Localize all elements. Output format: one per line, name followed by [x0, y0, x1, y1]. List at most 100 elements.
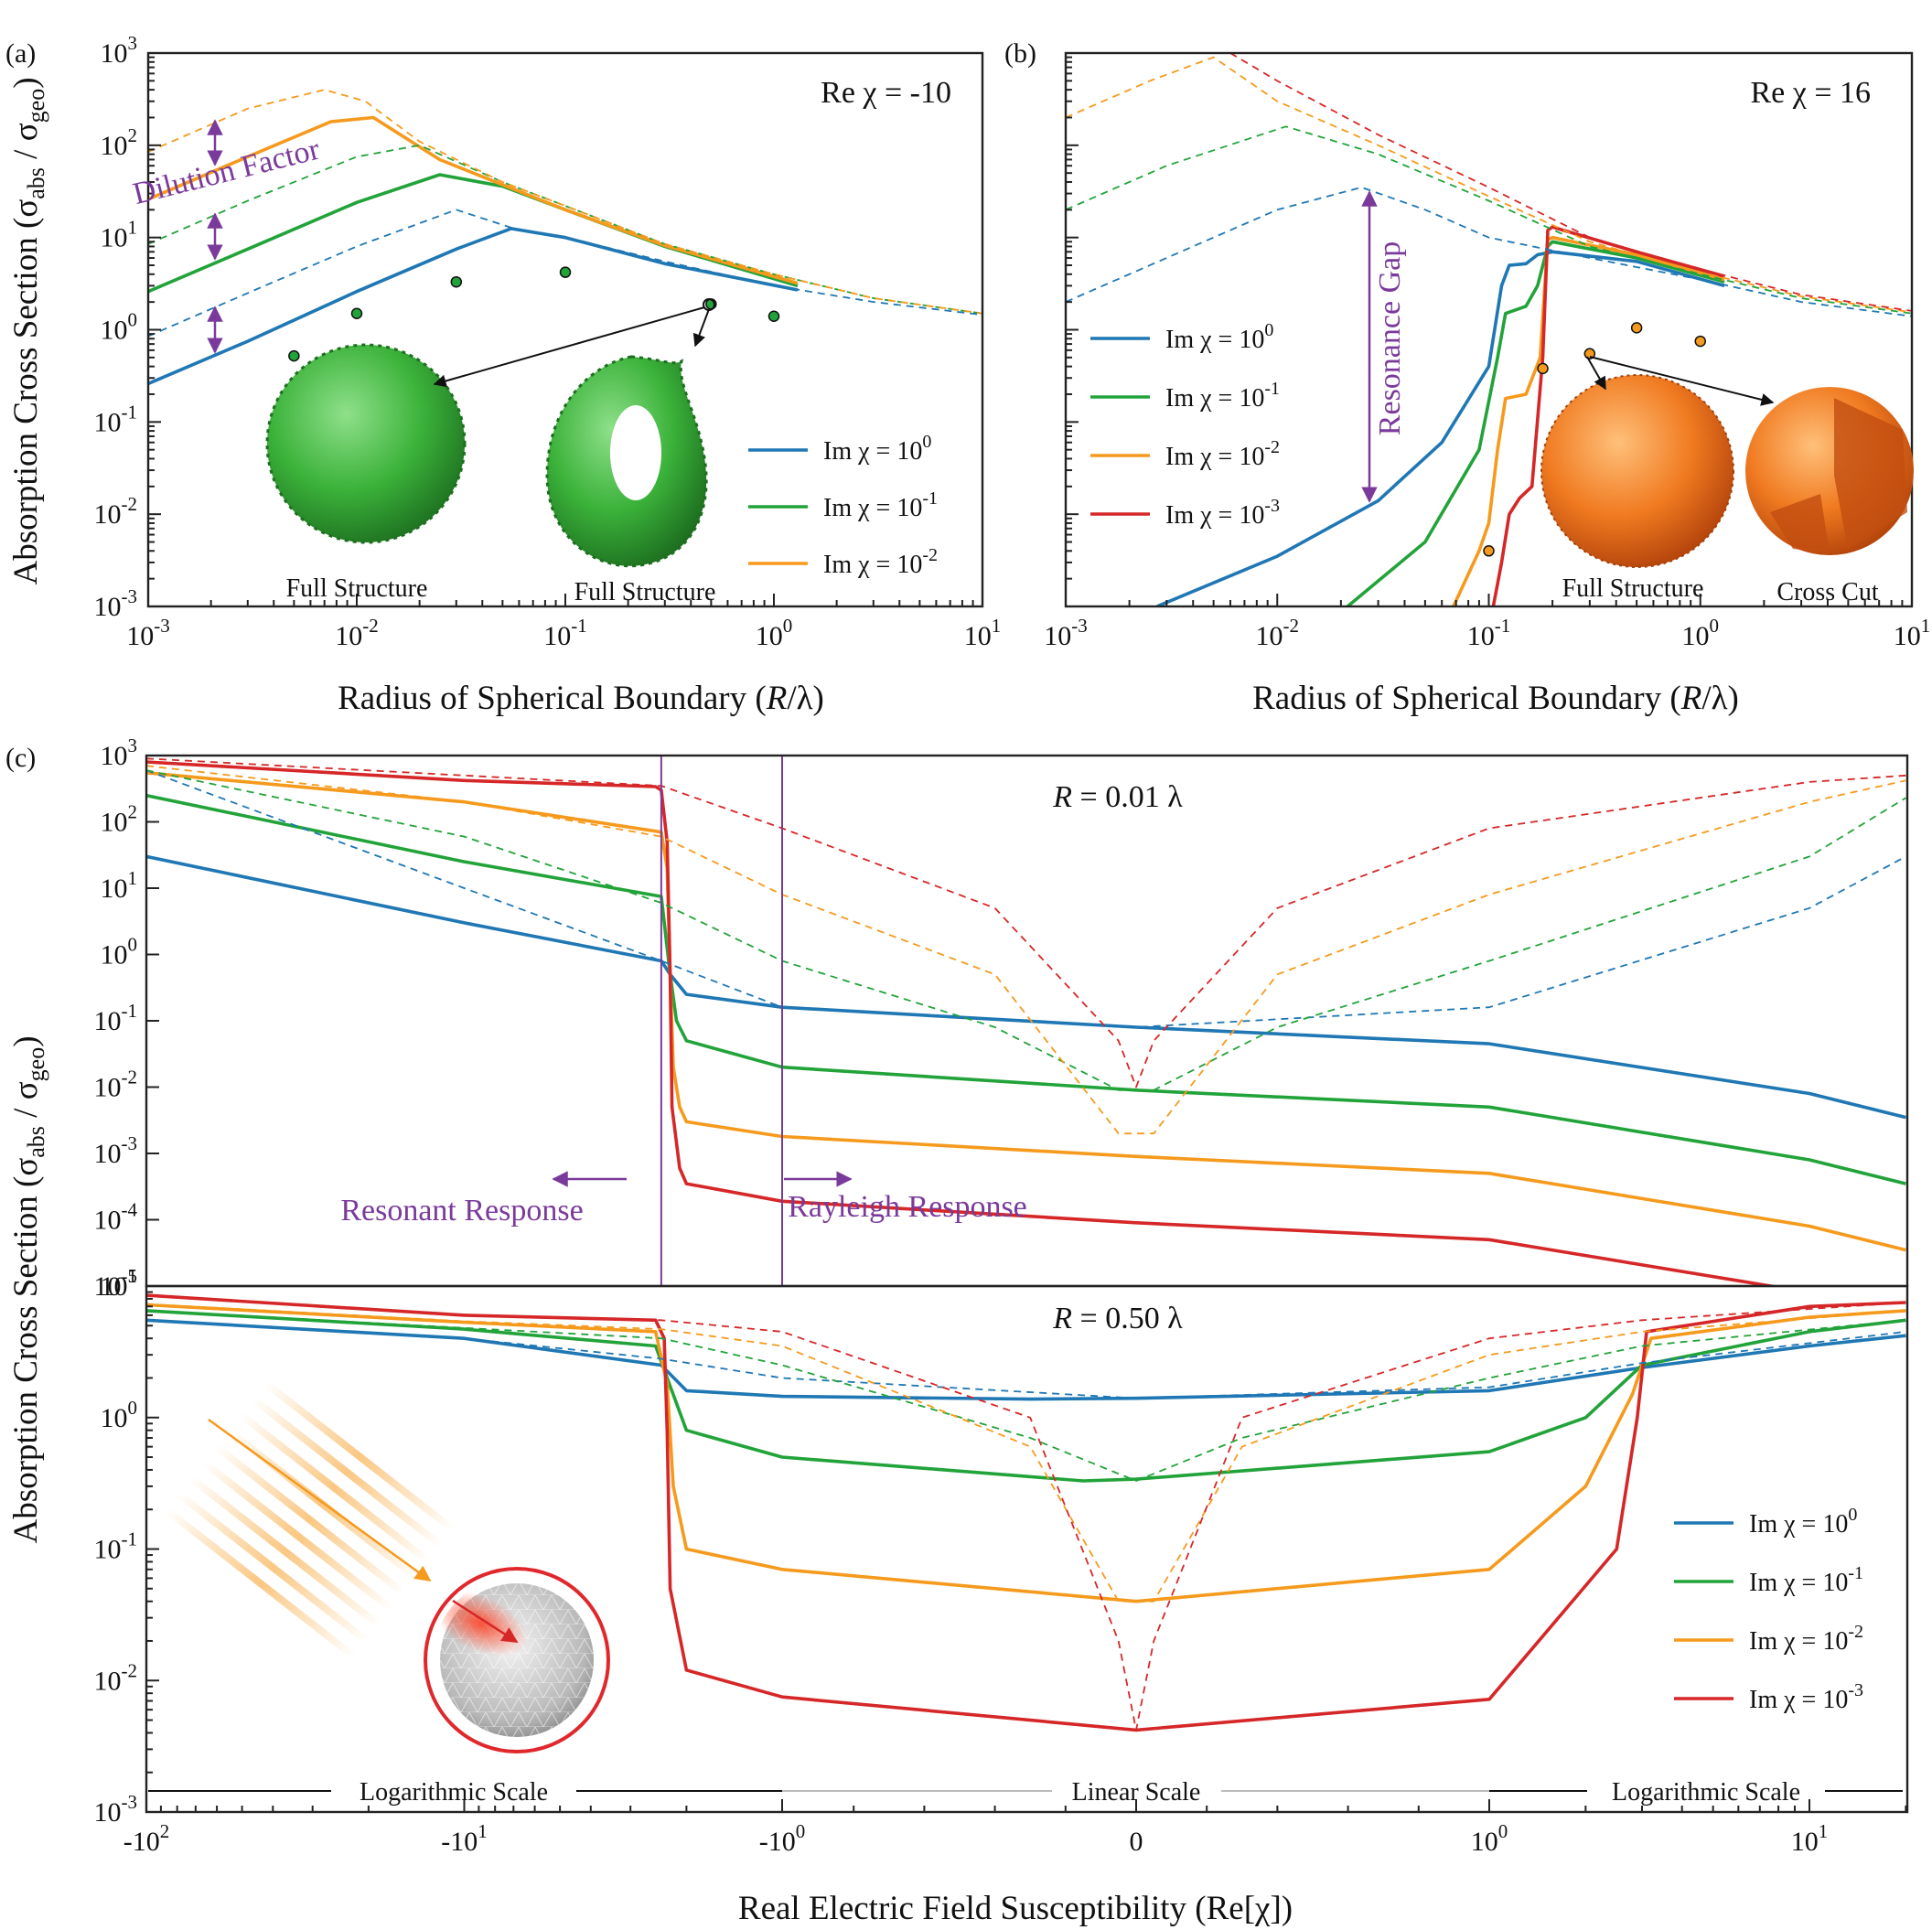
panel-c-bottom-ytick-0: 101: [101, 1265, 138, 1302]
scale-label-linear: Linear Scale: [1072, 1778, 1201, 1807]
scale-label-log-left: Logarithmic Scale: [360, 1778, 548, 1807]
panel-c-top-im-10-2-bound-dashed: [146, 765, 1906, 1135]
panel-a-structure-point-0: [288, 349, 300, 362]
structure-arrows-b: [1586, 356, 1775, 406]
panel-a: 103 102 101 100 10-1 10-2 10-310-3 10-2 10-1 100 1…: [94, 32, 1002, 651]
structure-arrows-a: [433, 298, 715, 388]
panel-a-structure-point-5: [767, 310, 780, 323]
dilution-factor-label: Dilution Factor: [130, 132, 324, 211]
panel-c-top-im-10-1-bound-dashed: [146, 769, 1906, 1091]
panel-c-legend-label-0: Im χ = 100: [1749, 1505, 1857, 1539]
panel-a-xtick-0: 10-3: [126, 615, 170, 651]
structure-label-a1: Full Structure: [286, 574, 428, 603]
panel-b-xtick-1: 10-2: [1256, 615, 1300, 651]
panel-a-im-10-2-bound-dashed: [148, 89, 982, 315]
panel-b-xtick-0: 10-3: [1044, 615, 1088, 651]
panel-a-ytick-1: 102: [101, 124, 138, 161]
panel-c-bottom-im-10-2-bound-dashed: [146, 1303, 1906, 1603]
orange-structure-crosscut: [1745, 387, 1914, 555]
panel-b-legend-label-1: Im χ = 10-1: [1165, 379, 1280, 413]
panel-b-xtick-4: 101: [1894, 615, 1931, 651]
panel-c-top-ytick-7: 10-4: [94, 1199, 138, 1236]
panel-c-top-ytick-3: 100: [101, 934, 138, 970]
panel-a-legend-label-2: Im χ = 10-2: [823, 545, 938, 579]
panel-c-legend-label-2: Im χ = 10-2: [1749, 1622, 1863, 1656]
panel-a-structure-point-3: [559, 266, 572, 278]
panel-c-top-ytick-8: 10-5: [94, 1265, 138, 1302]
meshed-sphere-illustration: [424, 1567, 610, 1753]
panel-a-structure-point-2: [450, 275, 463, 288]
panel-c-top-im-10-3-line: [146, 760, 1781, 1286]
x-axis-label-a: Radius of Spherical Boundary (R/λ): [338, 680, 824, 717]
panel-c-top-im-10-0-line: [146, 854, 1906, 1120]
panel-a-ytick-2: 101: [101, 217, 138, 253]
panel-c-bottom-ytick-2: 10-1: [94, 1528, 138, 1565]
panel-c-top-im-10-3-bound-dashed: [146, 757, 1906, 1088]
panel-a-ytick-4: 10-1: [94, 401, 138, 437]
structure-label-a2: Full Structure: [574, 578, 716, 606]
panel-tag-c: (c): [5, 743, 36, 773]
panel-c-xtick-3: 0: [1130, 1827, 1143, 1857]
panel-b-legend-label-2: Im χ = 10-2: [1165, 437, 1280, 471]
panel-a-im-10-2-line: [148, 115, 799, 285]
panel-b-im-10-0-line: [1156, 250, 1725, 606]
panel-b-im-10-0-bound-dashed: [1066, 186, 1912, 317]
structure-label-b1: Full Structure: [1562, 574, 1704, 603]
scale-label-log-right: Logarithmic Scale: [1612, 1778, 1800, 1807]
panel-c-bottom-title: R = 0.50 λ: [1052, 1302, 1183, 1335]
panel-c-top-ytick-6: 10-3: [94, 1132, 138, 1169]
green-structure-full: [265, 343, 467, 544]
panel-c-top-im-10-0-bound-dashed: [146, 769, 1906, 1028]
structure-label-b2: Cross Cut: [1776, 578, 1878, 606]
panel-c-top-ytick-2: 101: [101, 867, 138, 904]
panel-a-ytick-0: 103: [101, 32, 138, 69]
panel-c-xtick-2: -100: [759, 1820, 806, 1857]
panel-a-im-10-0-bound-dashed: [148, 209, 982, 338]
panel-c-bottom-ytick-3: 10-2: [94, 1659, 138, 1696]
panel-c: 10310210110010-110-210-310-410-510110010…: [94, 734, 1909, 1857]
panel-c-top-title: R = 0.01 λ: [1052, 780, 1183, 814]
panel-c-legend: Im χ = 100 Im χ = 10-1 Im χ = 10-2 Im χ = 1…: [1674, 1505, 1863, 1714]
panel-tag-a: (a): [5, 38, 36, 69]
panel-c-xtick-4: 100: [1471, 1820, 1508, 1857]
panel-c-bottom-im-10-3-line: [146, 1293, 1906, 1732]
panel-c-bottom-im-10-1-bound-dashed: [146, 1310, 1906, 1482]
panel-b-title: Re χ = 16: [1750, 76, 1871, 110]
green-structure-hollow: [545, 355, 708, 568]
panel-b-im-10-2-bound-dashed: [1066, 56, 1912, 314]
panel-b-im-10-2-line: [1452, 235, 1725, 606]
panel-b-structure-point-3: [1630, 322, 1643, 334]
panel-a-legend-label-1: Im χ = 10-1: [823, 488, 938, 522]
x-axis-label-b: Radius of Spherical Boundary (R/λ): [1252, 680, 1739, 717]
panel-b-im-10-3-bound-dashed: [1229, 53, 1912, 312]
panel-b-im-10-1-bound-dashed: [1066, 125, 1912, 315]
panel-a-xtick-2: 10-1: [543, 615, 587, 651]
panel-b-xtick-3: 100: [1682, 615, 1720, 651]
panel-b-xtick-2: 10-1: [1467, 615, 1511, 651]
scale-indicator: Logarithmic Scale Linear Scale Logarithm…: [148, 1778, 1903, 1807]
panel-c-bottom-ytick-4: 10-3: [94, 1791, 138, 1828]
panel-c-top-ytick-1: 102: [101, 801, 138, 838]
panel-a-ytick-6: 10-3: [94, 585, 138, 622]
panel-c-legend-label-1: Im χ = 10-1: [1749, 1563, 1863, 1597]
panel-a-structure-point-1: [350, 307, 363, 319]
panel-c-top-ytick-5: 10-2: [94, 1067, 138, 1103]
panel-c-top-im-10-2-line: [146, 771, 1906, 1252]
panel-c-bottom-im-10-3-bound-dashed: [146, 1294, 1906, 1732]
panel-b-im-10-3-line: [1491, 225, 1725, 606]
panel-b-structure-point-4: [1694, 335, 1706, 348]
panel-a-legend-label-0: Im χ = 100: [823, 432, 931, 466]
y-axis-label-c: Absorption Cross Section (σabs / σgeo): [7, 1035, 49, 1543]
panel-a-xtick-3: 100: [756, 615, 793, 651]
panel-c-xtick-1: -101: [441, 1820, 488, 1857]
panel-a-ytick-3: 100: [101, 309, 138, 346]
y-axis-label-ab: Absorption Cross Section (σabs / σgeo): [7, 77, 49, 584]
panel-b-structure-point-1: [1537, 362, 1549, 375]
rayleigh-response-label: Rayleigh Response: [788, 1190, 1027, 1224]
panel-a-im-10-1-line: [148, 173, 799, 294]
resonance-gap-label: Resonance Gap: [1373, 241, 1407, 435]
panel-a-xtick-4: 101: [964, 615, 1002, 651]
panel-c-top-im-10-1-line: [146, 793, 1906, 1185]
